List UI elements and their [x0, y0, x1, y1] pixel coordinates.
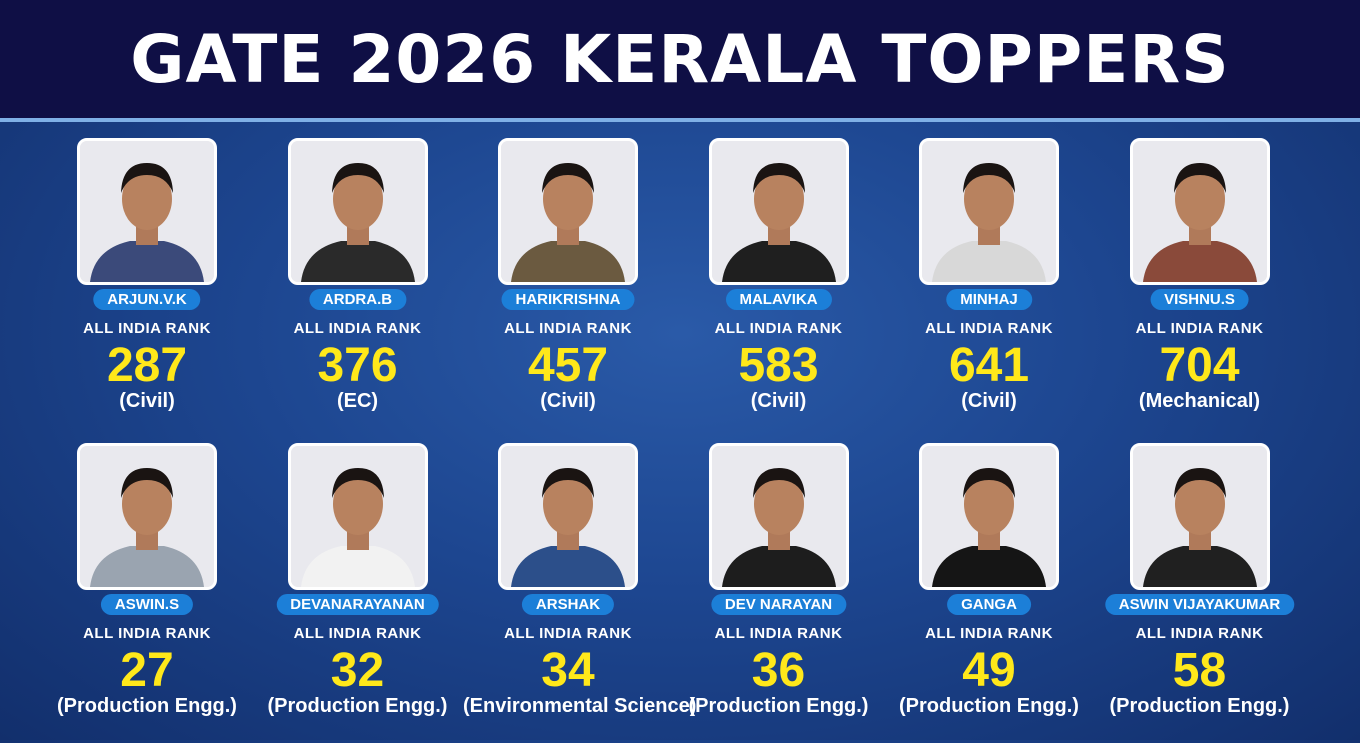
rank-label: ALL INDIA RANK: [293, 625, 422, 642]
photo: [708, 443, 849, 590]
topper-card: ARJUN.V.K ALL INDIA RANK 287 (Civil): [42, 138, 252, 438]
photo: [1129, 443, 1270, 590]
branch: (Production Engg.): [57, 695, 237, 717]
name-pill: ARDRA.B: [308, 289, 407, 310]
rank-label: ALL INDIA RANK: [504, 625, 632, 642]
topper-card: MINHAJ ALL INDIA RANK 641 (Civil): [884, 138, 1094, 438]
topper-card: HARIKRISHNA ALL INDIA RANK 457 (Civil): [463, 138, 673, 438]
rank: 36: [751, 644, 806, 697]
rank-label: ALL INDIA RANK: [925, 625, 1053, 642]
branch: (Production Engg.): [899, 695, 1079, 717]
name-pill: DEVANARAYANAN: [276, 594, 439, 615]
name-pill: VISHNU.S: [1150, 289, 1249, 310]
photo-figure: [922, 446, 1056, 587]
topper-card: ARDRA.B ALL INDIA RANK 376 (EC): [253, 138, 463, 438]
header: GATE 2026 KERALA TOPPERS: [0, 0, 1360, 122]
rank-label: ALL INDIA RANK: [714, 625, 843, 642]
photo-figure: [922, 141, 1056, 282]
topper-card: ASWIN.S ALL INDIA RANK 27 (Production Engg.…: [42, 443, 252, 743]
branch: (Environmental Science): [463, 695, 697, 717]
rank: 58: [1172, 644, 1227, 697]
rank-label: ALL INDIA RANK: [504, 320, 632, 337]
rank: 49: [962, 644, 1016, 697]
photo-figure: [501, 141, 635, 282]
topper-card: VISHNU.S ALL INDIA RANK 704 (Mechanical): [1095, 138, 1305, 438]
name-pill: GANGA: [947, 594, 1031, 615]
photo: [708, 138, 849, 285]
rank: 704: [1159, 339, 1240, 392]
name-pill: ARSHAK: [521, 594, 615, 615]
rank: 457: [527, 339, 609, 392]
name-pill: HARIKRISHNA: [501, 289, 635, 310]
title: GATE 2026 KERALA TOPPERS: [130, 20, 1230, 98]
photo: [77, 138, 217, 285]
name-pill: MINHAJ: [946, 289, 1032, 310]
photo-figure: [711, 141, 846, 282]
rank-label: ALL INDIA RANK: [83, 320, 211, 337]
topper-card: DEV NARAYAN ALL INDIA RANK 36 (Production E…: [674, 443, 884, 743]
photo-figure: [290, 446, 425, 587]
photo-figure: [80, 141, 214, 282]
rank-label: ALL INDIA RANK: [714, 320, 843, 337]
rank: 32: [330, 644, 385, 697]
rank-label: ALL INDIA RANK: [293, 320, 422, 337]
photo: [498, 443, 638, 590]
topper-card: DEVANARAYANAN ALL INDIA RANK 32 (Production…: [253, 443, 463, 743]
branch: (Production Engg.): [1109, 695, 1290, 717]
photo: [287, 443, 428, 590]
photo-figure: [501, 446, 635, 587]
rank: 34: [541, 644, 595, 697]
photo-figure: [1132, 446, 1267, 587]
rank-label: ALL INDIA RANK: [83, 625, 211, 642]
name-pill: ARJUN.V.K: [93, 289, 201, 310]
rank: 583: [738, 339, 819, 392]
photo-figure: [290, 141, 425, 282]
branch: (Civil): [961, 390, 1017, 412]
photo: [287, 138, 428, 285]
branch: (EC): [336, 390, 379, 412]
photo: [77, 443, 217, 590]
photo: [1129, 138, 1270, 285]
rank: 641: [948, 339, 1030, 392]
photo-figure: [1132, 141, 1267, 282]
rank-label: ALL INDIA RANK: [925, 320, 1053, 337]
topper-card: MALAVIKA ALL INDIA RANK 583 (Civil): [674, 138, 884, 438]
topper-card: ARSHAK ALL INDIA RANK 34 (Environmental Sci…: [463, 443, 697, 743]
topper-card: ASWIN VIJAYAKUMAR ALL INDIA RANK 58 (Produc…: [1095, 443, 1305, 743]
branch: (Civil): [540, 390, 596, 412]
photo: [498, 138, 638, 285]
name-pill: MALAVIKA: [725, 289, 832, 310]
name-pill: DEV NARAYAN: [710, 594, 847, 615]
rank: 27: [120, 644, 174, 697]
photo: [919, 138, 1059, 285]
topper-card: GANGA ALL INDIA RANK 49 (Production Engg.): [884, 443, 1094, 743]
rank-label: ALL INDIA RANK: [1135, 625, 1264, 642]
branch: (Civil): [750, 390, 807, 412]
rank: 287: [106, 339, 188, 392]
name-pill: ASWIN.S: [100, 594, 194, 615]
branch: (Production Engg.): [267, 695, 448, 717]
branch: (Production Engg.): [688, 695, 869, 717]
name-pill: ASWIN VIJAYAKUMAR: [1104, 594, 1295, 615]
photo-figure: [711, 446, 846, 587]
branch: (Civil): [119, 390, 175, 412]
rank-label: ALL INDIA RANK: [1135, 320, 1264, 337]
branch: (Mechanical): [1138, 390, 1261, 412]
photo: [919, 443, 1059, 590]
photo-figure: [80, 446, 214, 587]
rank: 376: [317, 339, 398, 392]
